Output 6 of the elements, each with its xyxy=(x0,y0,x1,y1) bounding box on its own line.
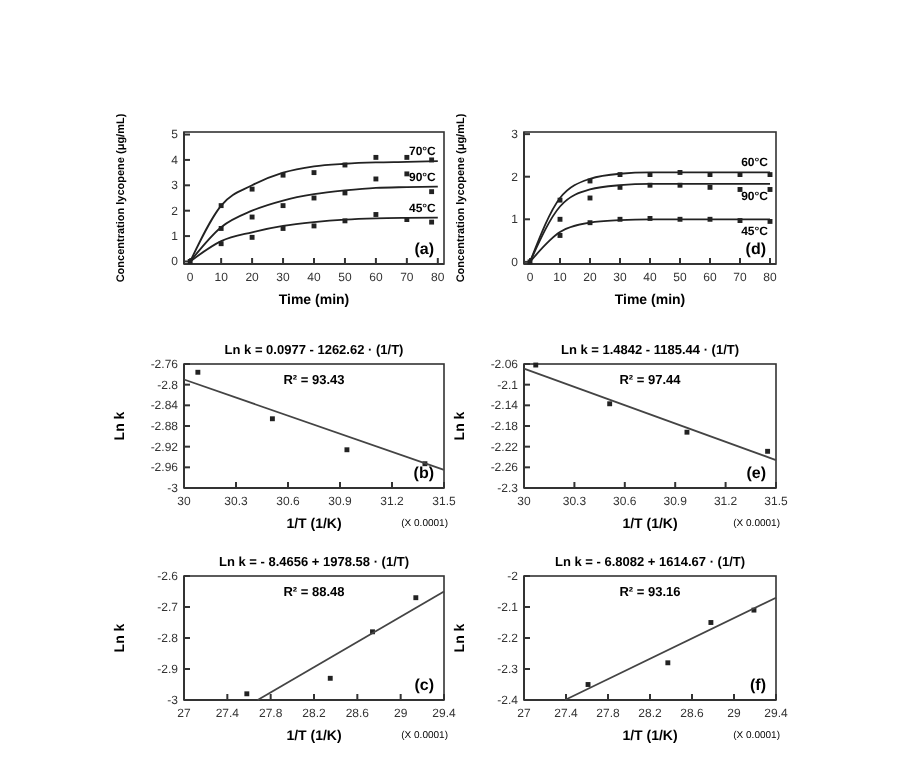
annotation: (a) xyxy=(414,240,435,258)
annotation: (f) xyxy=(750,676,767,694)
annotation: (d) xyxy=(745,240,767,258)
annotation: (e) xyxy=(746,464,767,482)
annotation: (c) xyxy=(414,676,435,694)
annotation: (b) xyxy=(413,464,435,482)
